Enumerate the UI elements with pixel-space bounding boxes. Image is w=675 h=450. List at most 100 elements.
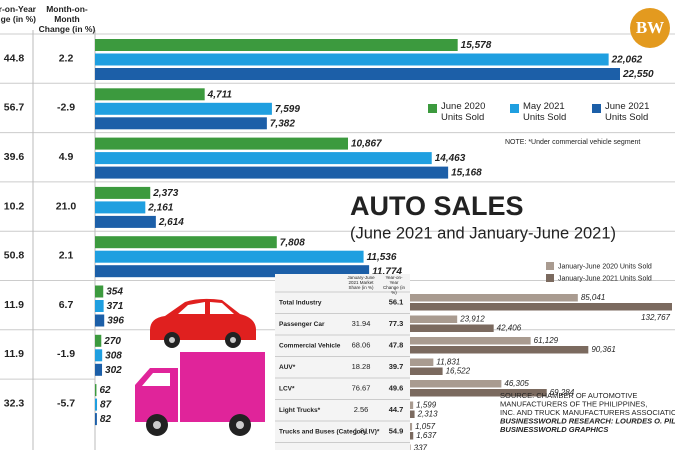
legend-swatch: [546, 274, 554, 282]
column-value: 18.28: [352, 362, 371, 371]
bar: [95, 314, 105, 327]
value-label: 22,550: [622, 69, 654, 80]
bar: [410, 337, 531, 345]
column-value: 32.3: [4, 398, 25, 410]
column-value: 76.67: [352, 384, 371, 393]
column-value: 11.9: [4, 299, 24, 311]
value-label: 11,774: [372, 266, 402, 277]
column-value: 56.1: [389, 298, 404, 307]
value-label: 23,912: [459, 315, 485, 324]
column-value: 2.2: [59, 52, 74, 64]
legend-swatch: [510, 104, 519, 113]
value-label: 7,599: [275, 104, 300, 115]
column-value: 2.56: [354, 405, 369, 414]
value-label: 2,161: [147, 203, 173, 214]
value-label: 4,711: [207, 89, 233, 100]
value-label: 46,305: [504, 379, 529, 388]
bar: [95, 39, 458, 51]
column-value: -1.9: [57, 348, 75, 360]
bar: [95, 137, 349, 150]
column-value: 77.3: [389, 319, 404, 328]
value-label: 2,373: [152, 188, 178, 199]
column-value: 21.0: [56, 200, 77, 212]
column-header: January-June 2021 Market Share (in %): [347, 275, 375, 290]
value-label: 61,129: [534, 336, 559, 345]
column-value: 39.7: [389, 362, 404, 371]
category-label: Commercial Vehicle: [279, 342, 341, 349]
column-value: 68.06: [352, 341, 371, 350]
column-value: 0.67: [354, 448, 369, 450]
column-value: 49.6: [389, 384, 404, 393]
bar: [95, 166, 449, 179]
note: NOTE: *Under commercial vehicle segment: [505, 139, 640, 146]
column-value: 56.7: [4, 102, 25, 114]
legend-label: June 2021 Units Sold: [605, 101, 650, 123]
source-line: SOURCE: CHAMBER OF AUTOMOTIVE: [500, 391, 637, 400]
bar: [95, 215, 156, 228]
value-label: 14,463: [435, 153, 466, 164]
bar: [95, 398, 98, 411]
value-label: 1,599: [416, 401, 437, 410]
column-value: 47.8: [389, 341, 404, 350]
value-label: 7,808: [280, 237, 305, 248]
bar: [95, 201, 146, 214]
title: AUTO SALES: [350, 191, 524, 221]
bar: [95, 102, 272, 115]
column-value: -5.7: [57, 398, 75, 410]
legend-label: January-June 2021 Units Sold: [558, 275, 652, 282]
value-label: 2,313: [417, 410, 439, 419]
value-label: 132,767: [641, 313, 670, 322]
source-line: INC. AND TRUCK MANUFACTURERS ASSOCIATION: [500, 408, 675, 417]
subtitle: (June 2021 and January-June 2021): [350, 224, 616, 242]
bar: [410, 423, 413, 431]
value-label: 42,406: [497, 324, 522, 333]
category-label: Passenger Car: [279, 321, 325, 328]
logo-circle: [630, 8, 670, 48]
column-value: 6.7: [59, 299, 74, 311]
value-label: 11,536: [367, 252, 397, 263]
column-value: 1.81: [354, 427, 369, 436]
bar: [410, 346, 589, 354]
bar: [410, 401, 414, 409]
value-label: 85,041: [581, 293, 605, 302]
value-label: 22,062: [611, 55, 643, 66]
value-label: 270: [103, 336, 121, 347]
value-label: 11,831: [436, 358, 460, 367]
bar: [95, 334, 102, 347]
bar: [410, 380, 502, 388]
category-label: LCV*: [279, 385, 295, 392]
bar: [410, 410, 415, 418]
bar: [95, 285, 104, 298]
column-value: 11.9: [4, 348, 24, 360]
value-label: 302: [105, 365, 122, 376]
bar: [410, 367, 443, 375]
bar: [95, 363, 103, 376]
category-label: Total Industry: [279, 299, 322, 306]
bar: [410, 389, 547, 397]
value-label: 308: [105, 350, 122, 361]
bar: [95, 186, 151, 199]
bar: [95, 413, 97, 426]
legend-label: June 2020 Units Sold: [441, 101, 486, 123]
value-label: 396: [107, 316, 124, 327]
bar: [95, 250, 364, 263]
logo: BW: [636, 18, 664, 37]
bar: [95, 349, 103, 362]
column-value: 79.5: [389, 448, 404, 450]
bar: [95, 53, 609, 66]
category-label: AUV*: [279, 364, 296, 371]
value-label: 90,361: [591, 345, 615, 354]
car-icon: [150, 298, 256, 348]
value-label: 16,522: [446, 367, 471, 376]
bar: [410, 303, 672, 311]
category-label: Light Trucks*: [279, 407, 321, 414]
bar: [95, 300, 104, 312]
source-line: MANUFACTURERS OF THE PHILIPPINES,: [500, 399, 647, 408]
column-header: Year-on-Year Change (in %): [383, 275, 406, 295]
bar: [95, 236, 277, 249]
value-label: 337: [414, 444, 428, 450]
bar: [95, 117, 267, 130]
legend-label: January-June 2020 Units Sold: [558, 263, 652, 270]
value-label: 1,637: [416, 431, 437, 440]
